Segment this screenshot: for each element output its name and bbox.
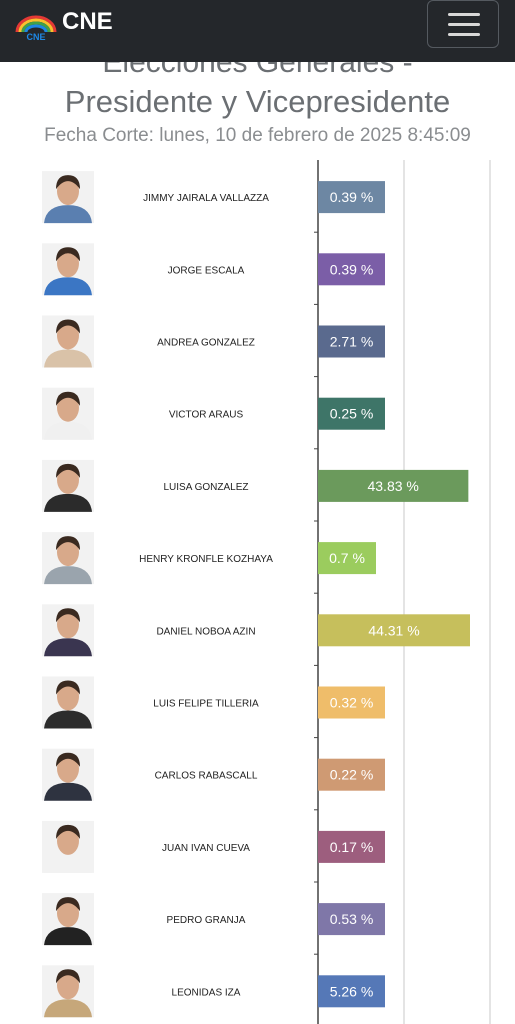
navbar: CNE CNE [0,0,515,62]
candidate-bar [318,614,470,647]
candidate-avatar [42,532,94,585]
title-clip: Elecciones Generales - [0,62,515,84]
candidate-bar [318,830,385,863]
bar-value-label: 0.7 % [329,550,365,566]
candidate-avatar [42,893,94,946]
candidate-bar [318,975,385,1008]
candidate-avatar [42,676,94,729]
brand-name[interactable]: CNE [62,8,113,35]
candidate-name: HENRY KRONFLE KOZHAYA [139,554,273,565]
candidate-bar [318,903,385,936]
cne-rainbow-logo-icon[interactable]: CNE [14,10,58,42]
candidate-name: JORGE ESCALA [168,265,245,276]
candidate-name: LUIS FELIPE TILLERIA [153,699,259,710]
candidate-name: JUAN IVAN CUEVA [162,843,250,854]
candidate-bar [318,758,385,791]
bar-value-label: 0.32 % [330,695,374,711]
candidate-avatar [42,820,94,873]
bar-value-label: 44.31 % [368,622,419,638]
bar-value-label: 0.39 % [330,189,374,205]
candidate-bar [318,686,385,719]
candidate-bar [318,469,469,502]
bar-value-label: 2.71 % [330,334,374,350]
candidate-name: PEDRO GRANJA [167,915,246,926]
candidate-avatar [42,315,94,368]
candidate-avatar [42,171,94,224]
bar-value-label: 0.25 % [330,406,374,422]
candidate-avatar [42,459,94,512]
candidate-name: JIMMY JAIRALA VALLAZZA [143,193,269,204]
candidate-avatar [42,387,94,440]
cutoff-date: Fecha Corte: lunes, 10 de febrero de 202… [44,125,471,146]
candidate-name: LUISA GONZALEZ [163,482,248,493]
candidate-name: LEONIDAS IZA [172,987,241,998]
candidate-avatar [42,243,94,296]
bar-value-label: 0.39 % [330,261,374,277]
bar-value-label: 43.83 % [367,478,418,494]
candidate-bar [318,397,385,430]
hamburger-menu-icon[interactable] [427,0,499,48]
candidate-name: ANDREA GONZALEZ [157,338,255,349]
results-chart: JIMMY JAIRALA VALLAZZA 0.39 % JORGE ESCALA… [42,160,491,1024]
bar-value-label: 0.22 % [330,767,374,783]
bar-value-label: 0.17 % [330,839,374,855]
bar-value-label: 0.53 % [330,911,374,927]
bar-value-label: 5.26 % [330,983,374,999]
candidate-name: CARLOS RABASCALL [155,771,258,782]
page-title: Elecciones Generales - [102,62,413,79]
candidate-avatar [42,965,94,1018]
candidate-bar [318,325,385,358]
candidate-bar [318,253,385,286]
candidate-avatar [42,604,94,657]
candidate-name: VICTOR ARAUS [169,410,244,421]
candidate-bar [318,181,385,214]
candidate-avatar [42,748,94,801]
candidate-name: DANIEL NOBOA AZIN [156,626,255,637]
candidate-bar [318,542,376,575]
logo-text: CNE [26,32,45,42]
page-subtitle: Presidente y Vicepresidente [64,84,451,119]
